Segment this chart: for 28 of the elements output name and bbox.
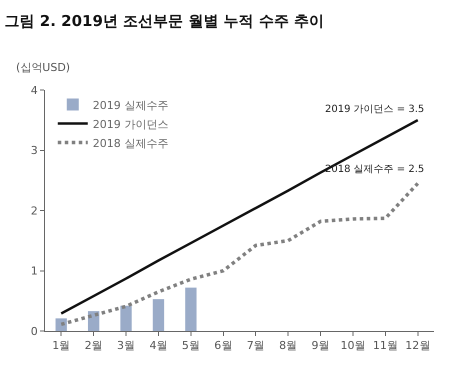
legend-label: 2019 실제수주 (92, 98, 168, 112)
bar (152, 299, 164, 331)
x-tick-label: 5월 (182, 339, 200, 352)
x-tick-label: 8월 (279, 339, 298, 352)
x-tick-label: 12월 (405, 339, 430, 352)
x-tick-label: 4월 (149, 339, 168, 352)
annotation: 2019 가이던스 = 3.5 (325, 104, 424, 115)
y-tick-label: 1 (30, 264, 38, 278)
bar (56, 318, 67, 331)
legend-label: 2018 실제수주 (92, 136, 168, 150)
x-tick-label: 7월 (246, 339, 265, 352)
x-tick-label: 11월 (372, 339, 398, 352)
line-series (59, 182, 420, 326)
x-tick-label: 3월 (117, 339, 136, 352)
y-tick-label: 3 (30, 144, 38, 158)
bar (120, 306, 132, 331)
x-tick-label: 9월 (312, 339, 330, 352)
bar (185, 288, 197, 331)
x-tick-label: 1월 (52, 339, 70, 352)
y-tick-label: 4 (30, 84, 38, 97)
x-tick-label: 10월 (340, 339, 366, 352)
y-tick-label: 2 (30, 204, 38, 218)
chart-title: 그림 2. 2019년 조선부문 월별 누적 수주 추이 (4, 12, 324, 30)
x-tick-label: 6월 (214, 339, 232, 352)
legend-label: 2019 가이던스 (92, 118, 168, 131)
y-tick-label: 0 (30, 324, 38, 338)
y-axis-title: (십억USD) (16, 61, 70, 74)
x-tick-label: 2월 (84, 339, 103, 352)
